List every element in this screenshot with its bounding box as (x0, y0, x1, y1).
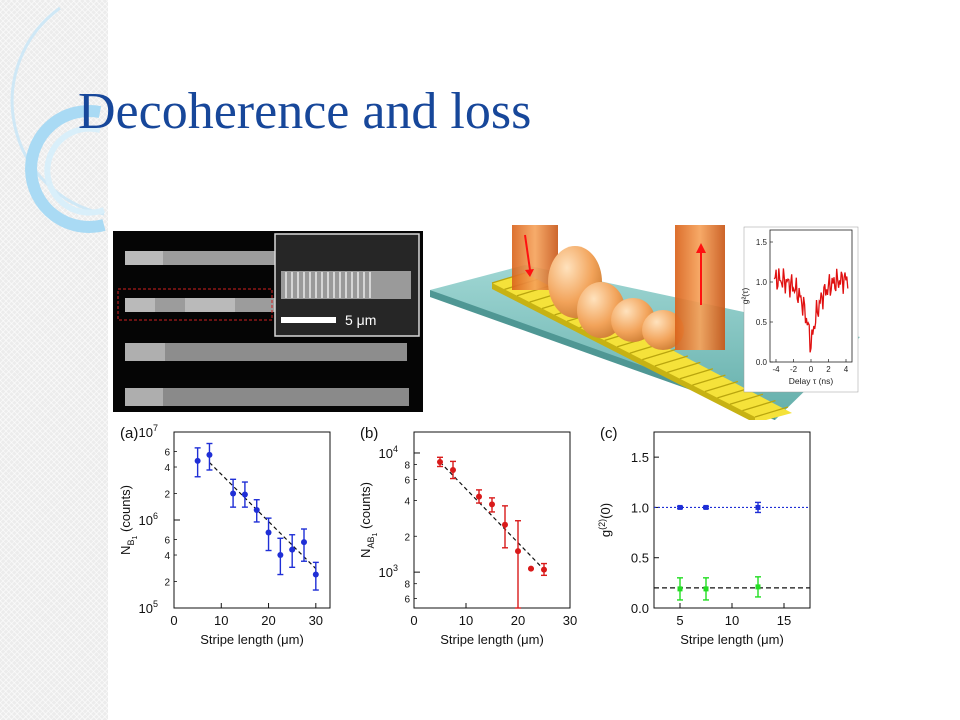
slide-title: Decoherence and loss (78, 83, 532, 140)
inset-ylabel: g²(τ) (740, 288, 750, 305)
x-tick-label: 30 (563, 613, 577, 628)
y-minor-label: 8 (404, 580, 410, 591)
x-tick-label: 20 (511, 613, 525, 628)
inset-ytick-label: 1.0 (756, 278, 768, 287)
inset-xtick-label: 2 (826, 365, 831, 374)
y-minor-label: 6 (164, 448, 170, 459)
data-point (206, 451, 213, 458)
data-point (755, 584, 761, 590)
decorative-arcs (10, 6, 106, 233)
fit-line (209, 462, 317, 570)
chart-panel-c: (c) 5 10 15 0.0 0.5 1.0 1.5 Stripe length (μm) g(… (597, 425, 811, 647)
x-tick-label: 0 (170, 613, 177, 628)
x-tick-label: 15 (777, 613, 791, 628)
x-tick-label: 5 (676, 613, 683, 628)
inset-background (743, 226, 859, 393)
g2-inset-plot: 0.0 0.5 1.0 1.5 -4 -2 0 2 4 Delay τ (ns) g²(τ) (740, 226, 859, 393)
plot-frame (653, 431, 811, 609)
x-axis-label: Stripe length (μm) (440, 632, 544, 647)
y-axis-label: NB1 (counts) (118, 485, 139, 555)
inset-g2-trace (773, 268, 849, 353)
y-minor-label: 6 (404, 595, 410, 606)
y-axis-label: g(2)(0) (597, 503, 613, 537)
y-minor-label: 8 (404, 461, 410, 472)
chart-panel-a: (a) 0 10 20 30 105 106 107 2 4 6 2 4 6 Stripe length (… (118, 423, 331, 647)
data-point (230, 490, 237, 497)
x-tick-label: 20 (261, 613, 275, 628)
data-point (450, 466, 456, 473)
y-tick-label: 1.5 (631, 450, 649, 465)
x-tick-label: 0 (410, 613, 417, 628)
panel-label: (a) (120, 425, 138, 442)
scale-bar (281, 317, 336, 323)
data-point (677, 504, 683, 510)
data-point (437, 459, 443, 466)
plot-frame (413, 431, 571, 609)
data-point (241, 491, 248, 498)
y-minor-label: 2 (164, 490, 170, 501)
data-point (703, 504, 709, 510)
data-point (541, 566, 547, 573)
scale-bar-label: 5 μm (345, 312, 376, 328)
selection-box (117, 288, 273, 321)
chart-panel-b: (b) 0 10 20 30 103 104 6 8 2 4 6 8 Stripe length (μm)… (358, 425, 577, 647)
x-axis-label: Stripe length (μm) (200, 632, 304, 647)
y-axis-label: NAB1 (counts) (358, 482, 379, 558)
inset-ytick-label: 0.0 (756, 358, 768, 367)
nanowire-stripe-4 (125, 388, 409, 406)
inset-xlabel: Delay τ (ns) (789, 376, 834, 386)
panel-label: (b) (360, 425, 378, 442)
y-tick-label: 105 (139, 599, 158, 616)
x-axis-label: Stripe length (μm) (680, 632, 784, 647)
data-point (194, 457, 201, 464)
x-tick-label: 10 (725, 613, 739, 628)
x-tick-label: 10 (459, 613, 473, 628)
y-minor-label: 4 (164, 551, 170, 562)
data-point (312, 571, 319, 578)
data-point (515, 548, 521, 555)
y-minor-label: 4 (404, 496, 410, 507)
panel-label: (c) (600, 425, 618, 442)
inset-ytick-label: 0.5 (756, 318, 768, 327)
photon-packet-4 (642, 310, 684, 350)
inset-xtick-label: -4 (772, 365, 780, 374)
x-tick-label: 10 (214, 613, 228, 628)
x-tick-label: 30 (309, 613, 323, 628)
inset-xtick-label: 0 (809, 365, 814, 374)
data-point (265, 529, 272, 536)
data-point (502, 521, 508, 528)
inset-xtick-label: 4 (844, 365, 849, 374)
data-point (253, 506, 260, 513)
y-minor-label: 6 (164, 536, 170, 547)
y-minor-label: 2 (404, 532, 410, 543)
y-tick-label: 107 (139, 423, 158, 440)
data-point (476, 493, 482, 500)
data-point (489, 501, 495, 508)
data-point (755, 504, 761, 510)
data-point (528, 565, 534, 572)
y-tick-label: 106 (139, 511, 158, 528)
y-tick-label: 0.0 (631, 601, 649, 616)
nanowire-stripe-3 (125, 343, 407, 361)
data-point (677, 586, 683, 592)
y-minor-label: 4 (164, 463, 170, 474)
inset-xtick-label: -2 (790, 365, 798, 374)
y-tick-label: 1.0 (631, 500, 649, 515)
data-point (277, 552, 284, 559)
sem-micrograph: 5 μm (113, 231, 423, 412)
y-minor-label: 2 (164, 578, 170, 589)
fit-line (439, 461, 545, 571)
y-tick-label: 104 (379, 444, 398, 461)
y-minor-label: 6 (404, 475, 410, 486)
data-point (289, 546, 296, 553)
y-tick-label: 0.5 (631, 551, 649, 566)
data-point (703, 586, 709, 592)
inset-ytick-label: 1.5 (756, 238, 768, 247)
device-schematic: 0.0 0.5 1.0 1.5 -4 -2 0 2 4 Delay τ (ns) g²(τ) (430, 225, 860, 420)
data-point (301, 539, 307, 546)
y-tick-label: 103 (379, 563, 398, 580)
